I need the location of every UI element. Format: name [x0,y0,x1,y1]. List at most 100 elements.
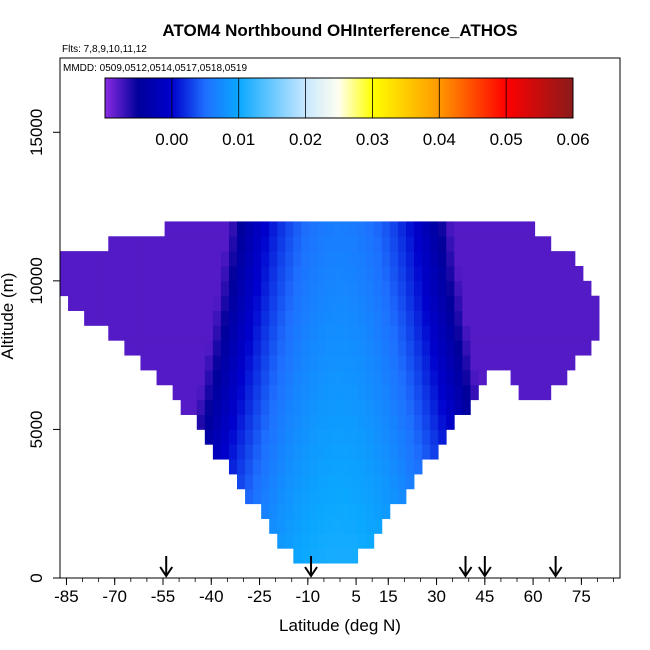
heatmap-cell [277,518,286,534]
heatmap-cell [446,266,455,282]
heatmap-cell [84,295,93,311]
heatmap-cell [285,414,294,430]
heatmap-cell [349,548,359,564]
heatmap-cell [285,266,294,282]
heatmap-cell [446,414,455,430]
heatmap-cell [92,266,101,282]
heatmap-cell [237,474,246,490]
heatmap-cell [116,251,125,267]
heatmap-cell [124,251,133,267]
heatmap-cell [510,251,520,267]
heatmap-cell [285,221,294,237]
heatmap-cell [373,384,383,401]
heatmap-cell [357,488,367,505]
heatmap-cell [228,325,238,341]
heatmap-cell [261,459,270,475]
heatmap-cell [277,503,286,519]
heatmap-cell [212,399,222,415]
heatmap-cell [301,295,310,311]
heatmap-cell [414,370,423,386]
heatmap-cell [462,370,471,386]
heatmap-cell [237,459,246,475]
heatmap-cell [566,325,576,341]
heatmap-cell [261,414,270,430]
heatmap-cell [510,355,520,371]
heatmap-cell [550,295,560,311]
heatmap-cell [164,266,174,282]
heatmap-cell [349,325,359,341]
heatmap-cell [381,310,391,326]
heatmap-cell [245,325,254,341]
heatmap-cell [317,444,326,460]
heatmap-cell [317,295,326,311]
heatmap-cell [357,384,367,401]
heatmap-cell [277,251,286,267]
heatmap-cell [325,459,334,475]
heatmap-cell [430,280,439,297]
heatmap-cell [188,280,198,297]
heatmap-cell [381,280,391,297]
heatmap-cell [148,251,157,267]
heatmap-cell [430,370,439,386]
heatmap-cell [381,295,391,311]
heatmap-cell [301,488,310,505]
colorbar: 0.00 0.01 0.02 0.03 0.04 0.05 0.06 [104,77,590,149]
heatmap-cell [277,488,286,505]
heatmap-cell [245,266,254,282]
heatmap-cell [365,310,375,326]
heatmap-cell [172,295,182,311]
heatmap-cell [148,355,157,371]
heatmap-cell [478,340,487,356]
heatmap-cell [357,251,367,267]
heatmap-cell [470,340,479,356]
heatmap-cell [204,355,214,371]
heatmap-cell [558,325,568,341]
heatmap-cell [414,340,423,356]
heatmap-cell [269,474,278,490]
heatmap-cell [204,414,214,430]
heatmap-cell [414,280,423,297]
heatmap-cell [140,280,149,297]
heatmap-cell [156,251,165,267]
heatmap-cell [204,429,214,445]
heatmap-cell [156,310,165,326]
heatmap-cell [494,266,503,282]
heatmap-cell [526,310,536,326]
heatmap-cell [381,325,391,341]
heatmap-cell [269,414,278,430]
heatmap-cell [245,295,254,311]
heatmap-cell [245,474,254,490]
heatmap-cell [116,310,125,326]
heatmap-cell [140,355,149,371]
heatmap-cell [494,295,503,311]
heatmap-cell [277,444,286,460]
heatmap-cell [389,370,399,386]
heatmap-cell [502,325,511,341]
heatmap-cell [422,355,431,371]
heatmap-cell [333,280,343,297]
heatmap-cell [245,399,254,415]
heatmap-cell [212,444,222,460]
heatmap-cell [325,548,334,564]
heatmap-cell [430,251,439,267]
heatmap-cell [414,355,423,371]
heatmap-cell [100,295,109,311]
heatmap-cell [188,221,198,237]
heatmap-cell [349,459,359,475]
heatmap-cell [333,429,343,445]
heatmap-cell [566,355,576,371]
heatmap-cell [357,266,367,282]
x-axis-label: Latitude (deg N) [279,616,401,635]
heatmap-cell [373,280,383,297]
heatmap-cell [60,251,69,267]
heatmap-cell [550,310,560,326]
heatmap-cell [180,399,190,415]
heatmap-cell [317,474,326,490]
heatmap-cell [381,474,391,490]
heatmap-cell [405,221,415,237]
heatmap-cell [261,325,270,341]
heatmap-cell [285,236,294,252]
heatmap-cell [108,295,117,311]
heatmap-cell [381,503,391,519]
heatmap-cell [566,280,576,297]
